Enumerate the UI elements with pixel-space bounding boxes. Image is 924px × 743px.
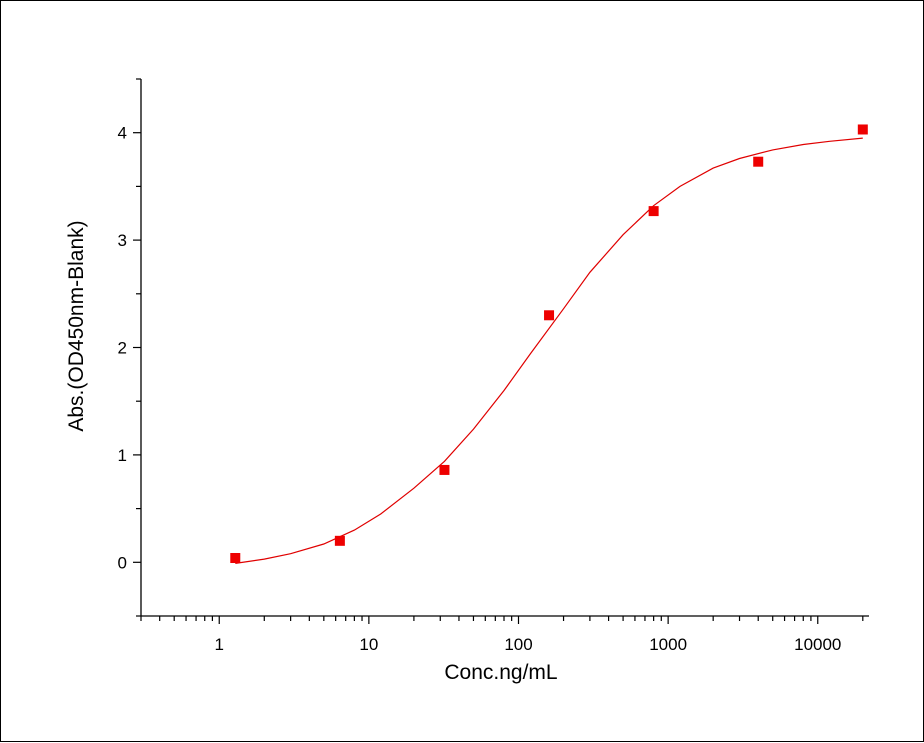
x-axis-title: Conc.ng/mL — [444, 661, 557, 684]
y-tick-label: 3 — [118, 231, 127, 250]
curve-layer — [235, 137, 863, 564]
axes-layer: 0 1 2 3 4 1 10 100 1000 10000 — [118, 78, 869, 654]
y-tick-label: 0 — [118, 553, 127, 572]
x-tick-label: 1000 — [649, 635, 687, 654]
y-tick-label: 4 — [118, 124, 127, 143]
y-tick-label: 1 — [118, 446, 127, 465]
x-tick-label: 10000 — [794, 635, 841, 654]
data-point — [753, 156, 764, 167]
data-point — [230, 553, 241, 564]
x-tick-label: 1 — [215, 635, 224, 654]
data-point — [334, 535, 345, 546]
x-tick-label: 10 — [359, 635, 378, 654]
data-point — [439, 464, 450, 475]
y-tick-label: 2 — [118, 339, 127, 358]
data-point — [648, 206, 659, 217]
data-point — [544, 310, 555, 321]
fit-curve-line — [235, 137, 863, 564]
points-layer — [230, 124, 868, 564]
x-tick-label: 100 — [504, 635, 532, 654]
data-point — [857, 124, 868, 135]
y-axis-title: Abs.(OD450nm-Blank) — [65, 220, 88, 431]
